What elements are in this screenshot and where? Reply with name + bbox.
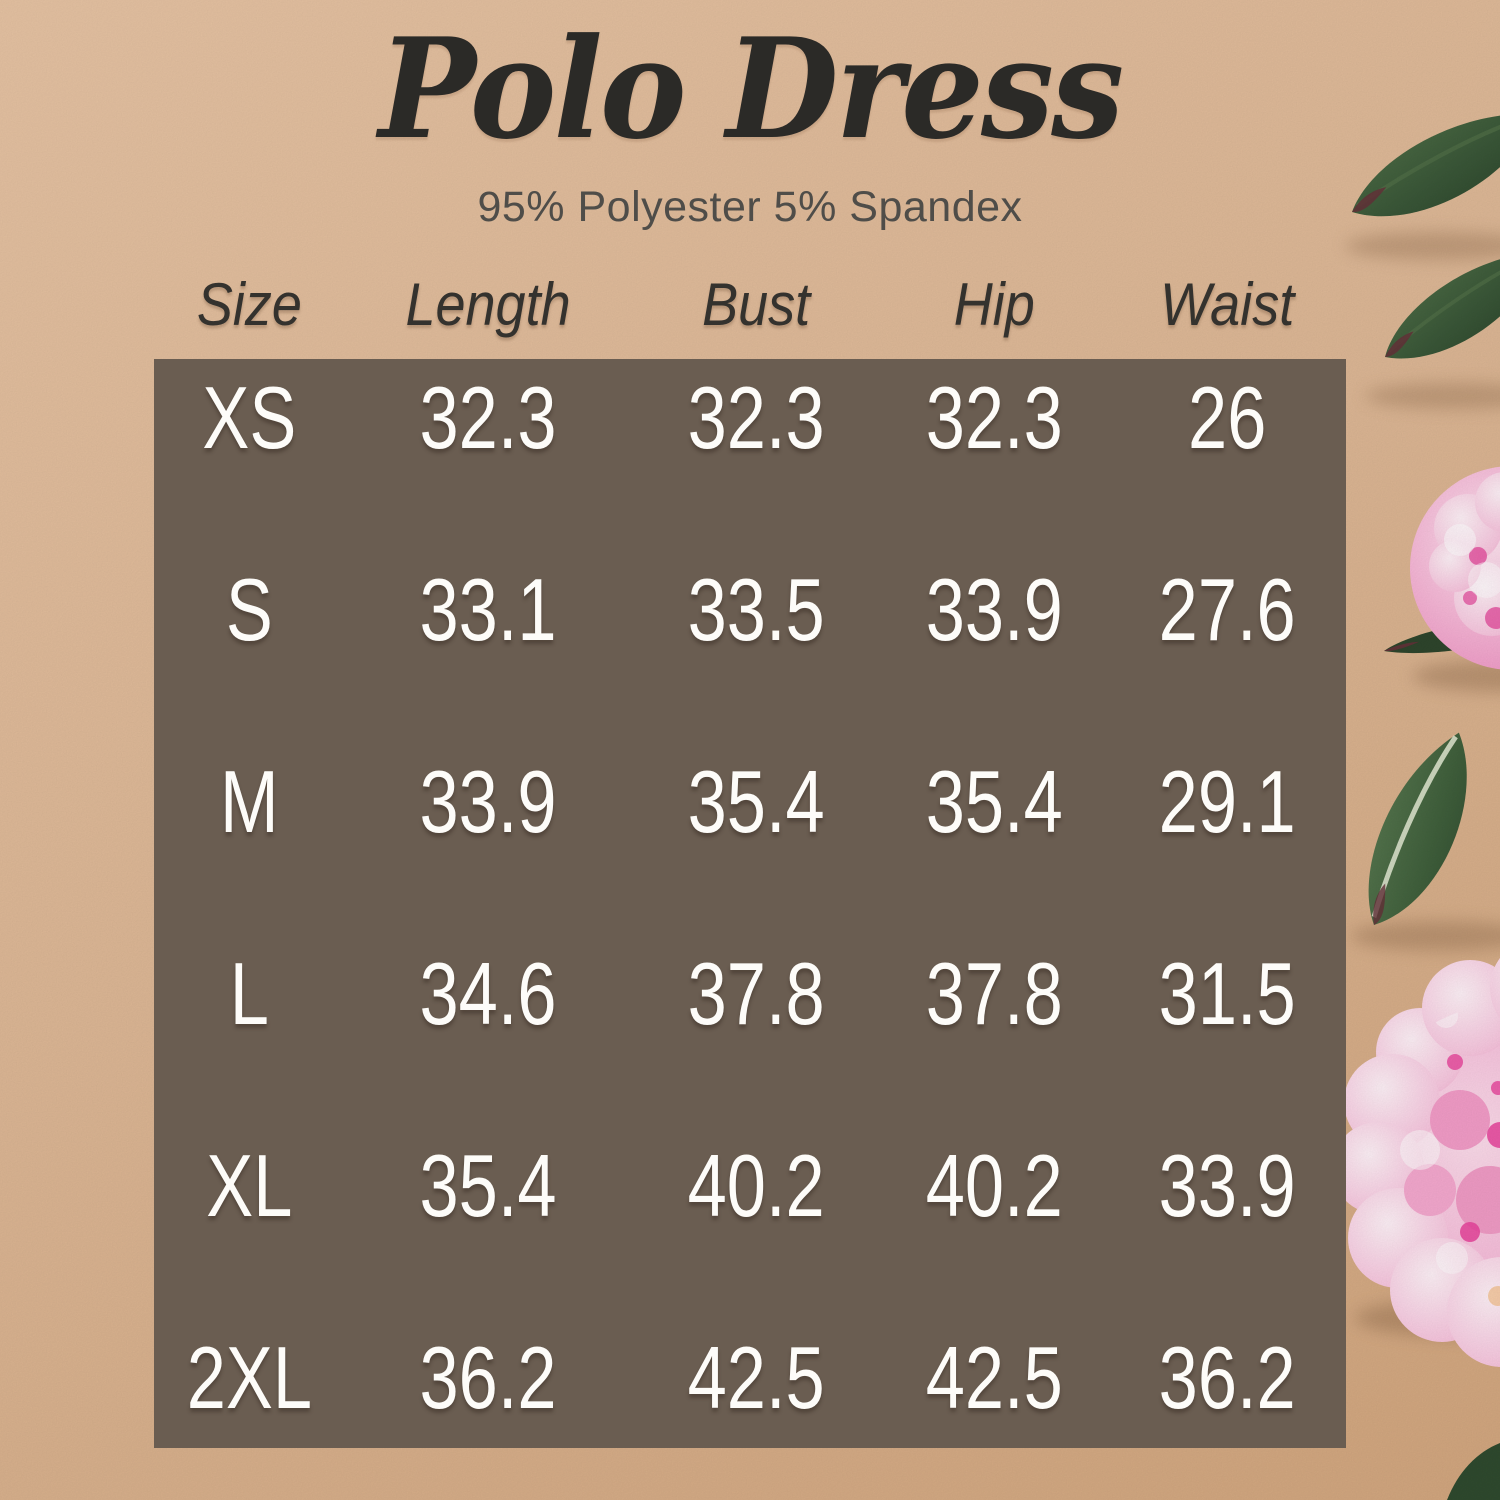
bud-shadow [1412, 660, 1500, 692]
hip-cell: 35.4 [925, 752, 1063, 851]
waist-cell: 29.1 [1158, 752, 1296, 851]
waist-cell: 33.9 [1158, 1136, 1296, 1235]
bust-cell: 32.3 [687, 368, 825, 467]
bust-cell: 37.8 [687, 944, 825, 1043]
hip-cell: 42.5 [925, 1328, 1063, 1427]
bust-cell: 40.2 [687, 1136, 825, 1235]
table-row: S 33.1 33.5 33.9 27.6 [154, 514, 1346, 706]
length-cell: 34.6 [419, 944, 557, 1043]
size-cell: 2XL [186, 1328, 312, 1427]
leaf-shadow [1345, 232, 1500, 260]
peony-bud-icon [1410, 466, 1500, 670]
length-cell: 35.4 [419, 1136, 557, 1235]
length-cell: 33.1 [419, 560, 557, 659]
bust-cell: 42.5 [687, 1328, 825, 1427]
column-header-bust: Bust [701, 270, 810, 338]
length-cell: 33.9 [419, 752, 557, 851]
table-row: XS 32.3 32.3 32.3 26 [154, 322, 1346, 514]
product-title: Polo Dress [378, 7, 1125, 170]
leaf-shadow [1365, 383, 1500, 409]
table-row: M 33.9 35.4 35.4 29.1 [154, 706, 1346, 898]
size-cell: S [225, 560, 273, 659]
size-table-panel [154, 359, 1346, 1448]
table-row: L 34.6 37.8 37.8 31.5 [154, 898, 1346, 1090]
column-header-waist: Waist [1159, 270, 1294, 338]
leaf-icon [1366, 242, 1500, 372]
corner-leaf-icon [1447, 1443, 1500, 1500]
size-cell: M [220, 752, 279, 851]
peony-shadow [1355, 1298, 1500, 1338]
narrow-leaf-icon [1381, 611, 1500, 658]
table-row: 2XL 36.2 42.5 42.5 36.2 [154, 1282, 1346, 1474]
leaf-shadow [1350, 921, 1500, 951]
table-row: XL 35.4 40.2 40.2 33.9 [154, 1090, 1346, 1282]
fabric-composition: 95% Polyester 5% Spandex [477, 183, 1023, 231]
bust-cell: 35.4 [687, 752, 825, 851]
column-header-length: Length [405, 270, 571, 338]
bust-cell: 33.5 [687, 560, 825, 659]
size-cell: XL [206, 1136, 293, 1235]
size-table-rows: XS 32.3 32.3 32.3 26 S 33.1 33.5 33.9 27… [154, 322, 1346, 1474]
column-header-hip: Hip [953, 270, 1035, 338]
peony-flower-icon [1332, 958, 1500, 1367]
waist-cell: 31.5 [1158, 944, 1296, 1043]
size-cell: L [229, 944, 269, 1043]
hip-cell: 33.9 [925, 560, 1063, 659]
column-header-row: Size Length Bust Hip Waist [154, 262, 1346, 346]
waist-cell: 36.2 [1158, 1328, 1296, 1427]
hip-cell: 32.3 [925, 368, 1063, 467]
size-cell: XS [202, 368, 297, 467]
hip-cell: 40.2 [925, 1136, 1063, 1235]
column-header-size: Size [196, 270, 302, 338]
waist-cell: 27.6 [1158, 560, 1296, 659]
length-cell: 36.2 [419, 1328, 557, 1427]
length-cell: 32.3 [419, 368, 557, 467]
large-leaf-icon [1326, 725, 1500, 937]
waist-cell: 26 [1187, 368, 1266, 467]
hip-cell: 37.8 [925, 944, 1063, 1043]
